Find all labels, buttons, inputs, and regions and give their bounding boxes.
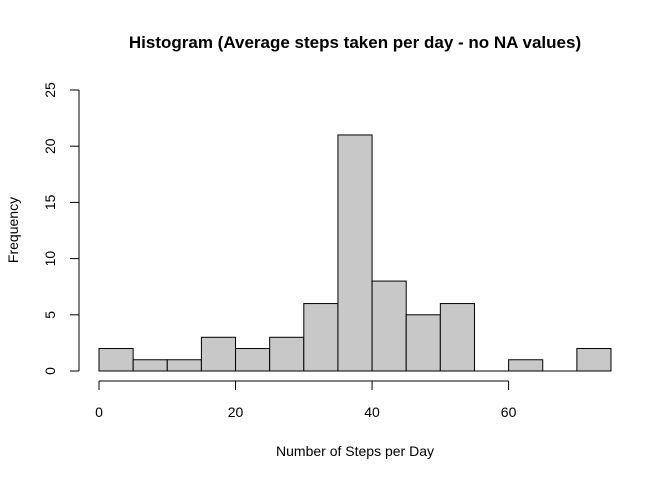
y-tick-label: 25 [42, 82, 58, 98]
histogram-bar [405, 314, 441, 372]
y-tick-label: 15 [42, 194, 58, 210]
histogram-bar [200, 336, 237, 372]
histogram-bar [508, 359, 544, 372]
histogram-bar [303, 303, 339, 372]
histogram-bar [98, 348, 134, 372]
y-axis: 0 5 10 15 20 25 [42, 82, 80, 375]
histogram-bar [269, 336, 305, 372]
y-tick-label: 10 [42, 251, 58, 267]
x-tick-label: 60 [501, 404, 517, 420]
y-tick-label: 20 [42, 138, 58, 154]
x-tick-label: 0 [95, 404, 103, 420]
x-axis-label: Number of Steps per Day [276, 443, 434, 459]
x-tick-label: 40 [364, 404, 380, 420]
chart-title: Histogram (Average steps taken per day -… [129, 33, 581, 52]
y-tick-label: 5 [42, 311, 58, 319]
histogram-bar [439, 303, 475, 372]
histogram-bar [337, 134, 373, 372]
histogram-bar [166, 359, 202, 372]
y-tick-label: 0 [42, 367, 58, 375]
histogram-bar [235, 348, 271, 372]
y-axis-label: Frequency [5, 197, 21, 263]
histogram-bar [132, 359, 168, 372]
bars-group [98, 134, 612, 372]
histogram-bar [576, 348, 612, 372]
x-tick-label: 20 [228, 404, 244, 420]
x-axis: 0 20 40 60 [95, 380, 517, 420]
histogram-bar [371, 280, 407, 372]
